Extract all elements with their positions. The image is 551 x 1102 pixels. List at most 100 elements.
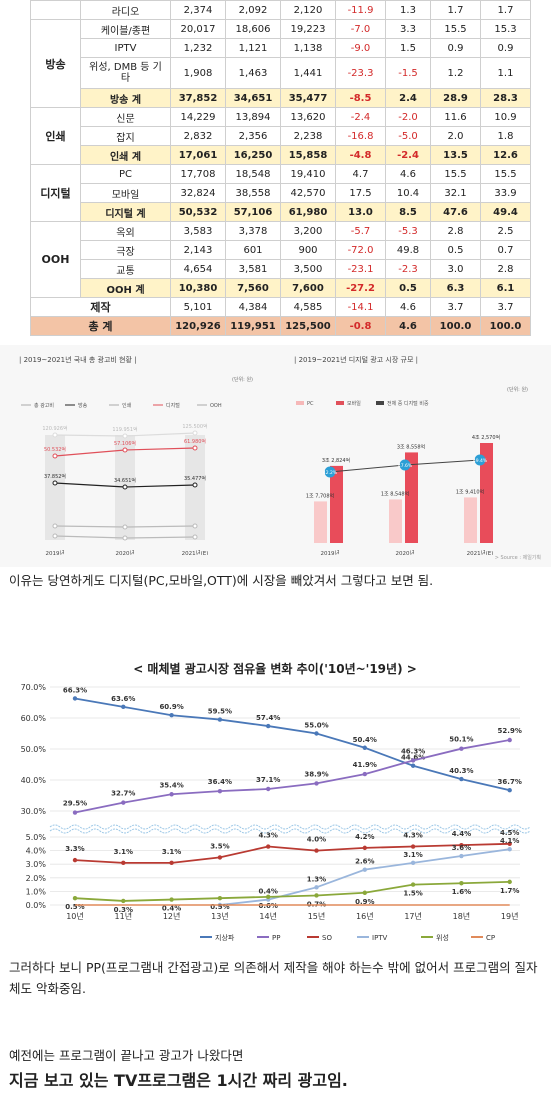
- table-value-cell: 0.5: [430, 240, 481, 260]
- table-value-cell: -9.0: [335, 38, 386, 58]
- series-point: [507, 879, 512, 885]
- table-value-cell: 2,120: [280, 0, 336, 20]
- table-value-cell: 3.7: [430, 297, 481, 317]
- table-value-cell: 13,620: [280, 107, 336, 127]
- media-share-chart-svg: < 매체별 광고시장 점유율 변화 추이('10년~'19년) > 70.0% 60…: [21, 661, 531, 942]
- series-data-label: 36.7%: [498, 778, 522, 786]
- table-value-cell: 35,477: [280, 88, 336, 108]
- mini2-mobile-bar: [330, 465, 343, 543]
- media-share-chart: < 매체별 광고시장 점유율 변화 추이('10년~'19년) > 70.0% 60…: [0, 655, 551, 942]
- series-data-label: 4.5%: [500, 829, 519, 837]
- table-row: 디지털 PC 17,708 18,548 19,410 4.7 4.6 15.5 15.5: [30, 164, 531, 222]
- mini1-value-label: 50.532억: [44, 446, 66, 453]
- table-value-cell: 17.5: [335, 183, 386, 203]
- table-value-cell: 49.8: [385, 240, 431, 260]
- series-data-label: 3.5%: [210, 842, 229, 850]
- series-point: [314, 885, 319, 890]
- series-data-label: 3.1%: [162, 848, 181, 856]
- table-value-cell: -27.2: [335, 278, 386, 298]
- table-value-cell: 42,570: [280, 183, 336, 203]
- mini2-legend-swatch: [376, 401, 384, 405]
- table-category-cell: 방송: [30, 19, 81, 108]
- table-value-cell: 0.5: [385, 278, 431, 298]
- table-value-cell: 10,380: [170, 278, 226, 298]
- series-data-label: 0.5%: [65, 903, 84, 911]
- series-point: [410, 758, 416, 763]
- table-row: 인쇄 계 17,061 16,250 15,858 -4.8 -2.4 13.5 12.6: [31, 145, 531, 165]
- table-value-cell: 33.9: [480, 183, 531, 203]
- table-value-cell: 2,374: [170, 0, 226, 20]
- table-value-cell: 19,223: [280, 19, 336, 39]
- series-data-label: 66.3%: [63, 686, 87, 694]
- table-value-cell: -72.0: [335, 240, 386, 260]
- table-value-cell: 15.5: [480, 164, 531, 184]
- series-data-label: 0.4%: [162, 905, 181, 913]
- table-value-cell: 1,121: [225, 38, 281, 58]
- series-data-label: 3.1%: [114, 848, 133, 856]
- table-category-cell: 인쇄: [30, 107, 81, 165]
- legend-label: 위성: [436, 933, 449, 942]
- lower-tick-label: 0.0%: [26, 901, 47, 910]
- series-point: [266, 723, 271, 729]
- table-subcategory-cell: 위성, DMB 등 기타: [80, 57, 171, 89]
- mini2-pc-bar: [464, 497, 477, 543]
- mini1-legend-label: 방송: [78, 402, 88, 409]
- table-value-cell: 120,926: [170, 316, 226, 336]
- legend-label: CP: [486, 934, 495, 942]
- mini2-legend-label: 모바일: [347, 400, 361, 407]
- series-data-label: 46.3%: [401, 747, 425, 755]
- series-point: [362, 745, 367, 750]
- table-value-cell: 13,894: [225, 107, 281, 127]
- table-value-cell: 1,232: [170, 38, 226, 58]
- lower-tick-label: 4.0%: [26, 847, 47, 856]
- series-line-지상파: [74, 697, 510, 792]
- table-value-cell: 3,581: [225, 259, 281, 279]
- series-data-label: 0.3%: [114, 906, 133, 914]
- table-value-cell: 2,832: [170, 126, 226, 146]
- table-value-cell: 3.3: [385, 19, 431, 39]
- series-point: [169, 860, 174, 866]
- legend-label: IPTV: [372, 934, 388, 942]
- table-value-cell: 100.0: [480, 316, 531, 336]
- mini1-point: [192, 534, 198, 540]
- table-value-cell: 2.4: [385, 88, 431, 108]
- series-point: [314, 893, 319, 898]
- table-row: 방송 케이블/종편 20,017 18,606 19,223 -7.0 3.3 15.5 15.…: [30, 19, 531, 108]
- table-value-cell: 2,238: [280, 126, 336, 146]
- series-data-label: 38.9%: [304, 770, 328, 778]
- table-value-cell: -0.8: [335, 316, 386, 336]
- table-value-cell: 7,560: [225, 278, 281, 298]
- series-data-label: 60.9%: [159, 703, 183, 711]
- series-point: [410, 763, 416, 768]
- series-data-label: 1.6%: [452, 888, 471, 896]
- mini2-year-label: 2021년(E): [467, 549, 494, 555]
- mini1-value-label: 37.852억: [44, 473, 66, 480]
- table-row: 총 계 120,926 119,951 125,500 -0.8 4.6 100.0 100.…: [30, 316, 531, 336]
- table-value-cell: 49.4: [480, 202, 531, 222]
- table-value-cell: 1.7: [480, 0, 531, 20]
- mini2-pc-label: 1조 7,708억: [306, 492, 334, 499]
- table-value-cell: 125,500: [280, 316, 336, 336]
- table-category-cell: 제작: [30, 297, 171, 317]
- table-value-cell: 601: [225, 240, 281, 260]
- series-data-label: 1.5%: [403, 890, 422, 898]
- series-point: [169, 713, 174, 718]
- x-tick-label: 11년: [115, 911, 133, 921]
- legend-label: 지상파: [215, 933, 235, 942]
- table-row: 교통 4,654 3,581 3,500 -23.1 -2.3 3.0 2.8: [31, 259, 531, 279]
- series-data-label: 32.7%: [111, 790, 135, 798]
- table-value-cell: 2,092: [225, 0, 281, 20]
- mini-charts-panel: | 2019~2021년 국내 총 광고비 현황 | (단위: 원) 총 광고비 방…: [0, 345, 551, 567]
- table-value-cell: 3.7: [480, 297, 531, 317]
- series-point: [507, 847, 512, 852]
- mini2-share-point: [474, 454, 486, 466]
- mini1-value-label: 35.477억: [184, 475, 206, 482]
- mini2-share-point: [399, 459, 411, 471]
- series-data-label: 4.3%: [258, 832, 277, 840]
- series-data-label: 55.0%: [304, 722, 328, 730]
- table-value-cell: 10.9: [480, 107, 531, 127]
- table-row: OOH 계 10,380 7,560 7,600 -27.2 0.5 6.3 6.1: [31, 278, 531, 298]
- mini1-value-label: 34.651억: [114, 477, 136, 484]
- chart-title: < 매체별 광고시장 점유율 변화 추이('10년~'19년) >: [133, 661, 417, 676]
- mini1-svg: (단위: 원) 총 광고비 방송 인쇄 디지털 OOH 2019년 2020년 2021년(E)…: [21, 376, 253, 555]
